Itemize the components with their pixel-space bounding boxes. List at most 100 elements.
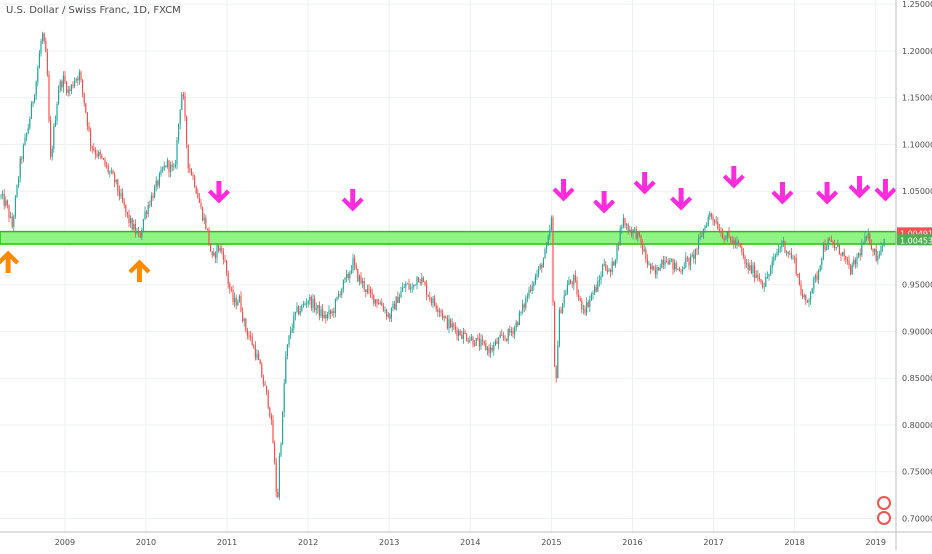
- candle-body: [714, 219, 716, 223]
- candle-body: [827, 238, 829, 249]
- y-tick-label: 1.25000: [902, 0, 932, 9]
- candle-body: [429, 296, 431, 300]
- candle-body: [795, 257, 797, 275]
- candle-body: [483, 340, 485, 344]
- candle-body: [648, 263, 650, 265]
- candle-body: [389, 314, 391, 319]
- candle-body: [578, 294, 580, 299]
- candle-body: [773, 257, 775, 262]
- candle-body: [118, 190, 120, 197]
- candle-body: [750, 265, 752, 274]
- candle-body: [354, 257, 356, 265]
- candle-body: [482, 339, 484, 341]
- up-arrow-marker: [128, 259, 151, 282]
- candle-body: [853, 259, 855, 265]
- candle-body: [597, 281, 599, 292]
- candle-body: [117, 179, 119, 191]
- candle-body: [422, 277, 424, 282]
- candle-body: [421, 277, 423, 284]
- candle-body: [490, 347, 492, 354]
- candle-body: [339, 294, 341, 296]
- candle-body: [464, 331, 466, 335]
- candle-body: [566, 284, 568, 294]
- candle-body: [115, 179, 117, 183]
- candle-body: [336, 296, 338, 300]
- candle-body: [856, 256, 858, 265]
- candle-body: [448, 319, 450, 329]
- candle-body: [696, 248, 698, 250]
- candle-body: [634, 228, 636, 230]
- candle-body: [630, 229, 632, 235]
- candle-body: [706, 226, 708, 227]
- candle-body: [2, 194, 4, 196]
- y-tick-label: 1.20000: [902, 47, 932, 56]
- candle-body: [803, 295, 805, 298]
- candle-body: [662, 260, 664, 265]
- candle-body: [598, 279, 600, 282]
- candle-body: [462, 331, 464, 339]
- candle-body: [637, 232, 639, 239]
- candle-body: [808, 299, 810, 303]
- candle-body: [171, 164, 173, 167]
- candle-body: [138, 231, 140, 233]
- candle-body: [531, 286, 533, 291]
- candle-body: [395, 296, 397, 310]
- candle-body: [378, 303, 380, 305]
- candle-body: [494, 341, 496, 346]
- down-arrow-marker: [207, 181, 230, 204]
- candle-body: [299, 310, 301, 315]
- candle-body: [216, 245, 218, 258]
- candle-body: [725, 237, 727, 240]
- candle-body: [14, 197, 16, 217]
- candle-body: [277, 491, 279, 498]
- candle-body: [46, 52, 48, 75]
- candle-body: [0, 195, 2, 197]
- candle-body: [850, 265, 852, 274]
- down-arrow-marker: [848, 176, 871, 199]
- candle-body: [179, 109, 181, 124]
- candle-body: [573, 275, 575, 285]
- candle-body: [243, 318, 245, 322]
- current-price-badge: [897, 227, 932, 239]
- candle-body: [355, 264, 357, 270]
- candle-body: [384, 310, 386, 311]
- candle-body: [654, 269, 656, 275]
- candle-body: [570, 280, 572, 283]
- candle-body: [128, 214, 130, 224]
- candle-body: [565, 293, 567, 296]
- candle-body: [541, 264, 543, 268]
- down-arrow-marker: [771, 182, 794, 205]
- candle-body: [410, 287, 412, 290]
- candle-body: [822, 244, 824, 259]
- candle-body: [659, 268, 661, 271]
- candle-body: [133, 224, 135, 230]
- candle-body: [824, 244, 826, 250]
- y-tick-label: 1.05000: [902, 187, 932, 196]
- candle-body: [301, 305, 303, 311]
- candle-body: [360, 275, 362, 283]
- candle-body: [787, 251, 789, 254]
- candle-body: [16, 185, 18, 198]
- candle-body: [270, 416, 272, 420]
- candle-body: [315, 308, 317, 310]
- candle-body: [611, 261, 613, 273]
- candle-body: [629, 229, 631, 232]
- candle-body: [152, 195, 154, 198]
- candle-body: [344, 277, 346, 280]
- candle-body: [163, 165, 165, 170]
- candle-body: [734, 240, 736, 246]
- candle-body: [104, 159, 106, 166]
- candle-body: [390, 308, 392, 319]
- candle-body: [182, 94, 184, 97]
- candle-body: [214, 252, 216, 258]
- candle-body: [698, 238, 700, 250]
- candle-body: [134, 224, 136, 234]
- zone-price-label: 1.00453: [900, 236, 932, 245]
- candle-body: [419, 282, 421, 284]
- candle-body: [466, 334, 468, 341]
- candle-body: [574, 275, 576, 281]
- candle-body: [406, 283, 408, 285]
- candle-body: [614, 259, 616, 266]
